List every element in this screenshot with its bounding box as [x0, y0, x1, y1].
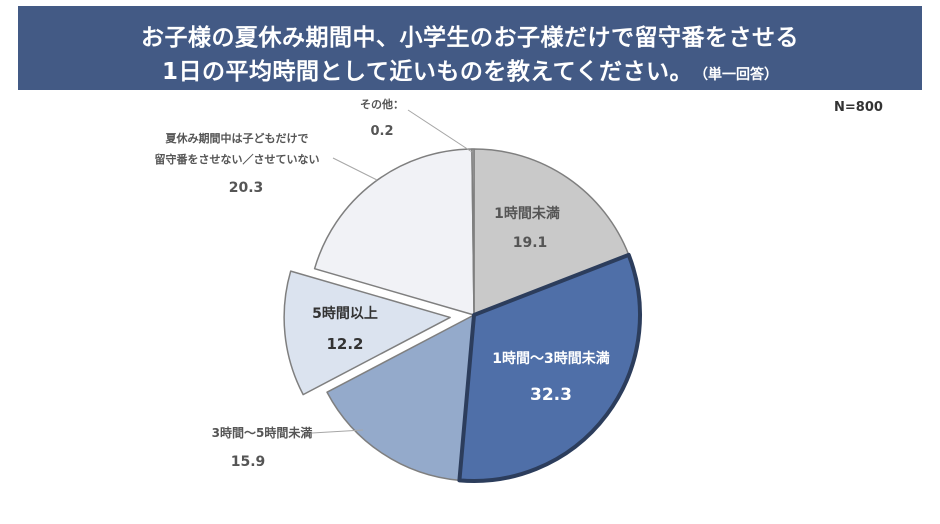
slice-value-1: 32.3 — [530, 385, 572, 405]
slice-label-3: 5時間以上 — [312, 305, 378, 322]
pie-slice-1 — [457, 252, 642, 483]
title-note: （単一回答） — [700, 67, 778, 83]
pie-slice-5 — [471, 148, 475, 316]
title-line-2: 1日の平均時間として近いものを教えてください。 （単一回答） — [18, 52, 922, 86]
leader-line-5 — [407, 109, 473, 153]
pie-slice-2 — [326, 314, 475, 482]
slice-label-2: 3時間〜5時間未満 — [212, 425, 313, 440]
slice-label-4-line-0: 夏休み期間中は子どもだけで — [166, 131, 309, 145]
slice-label-5: その他： — [360, 97, 404, 111]
slice-value-3: 12.2 — [326, 335, 363, 353]
leader-line-2 — [311, 429, 364, 434]
title-line-2-text: 1日の平均時間として近いものを教えてください。 — [162, 59, 693, 85]
leader-line-4 — [332, 157, 378, 181]
pie-slice-0 — [473, 148, 630, 316]
slice-label-1: 1時間〜3時間未満 — [492, 350, 609, 367]
slice-label-0: 1時間未満 — [494, 205, 560, 222]
slice-value-0: 19.1 — [513, 235, 548, 251]
title-line-1: お子様の夏休み期間中、小学生のお子様だけで留守番をさせる — [141, 25, 799, 51]
pie-slice-4 — [313, 148, 475, 316]
slice-value-2: 15.9 — [231, 454, 266, 470]
slice-value-5: 0.2 — [370, 124, 393, 139]
slice-value-4: 20.3 — [229, 180, 264, 196]
slice-label-4-line-1: 留守番をさせない／させていない — [155, 152, 320, 166]
title-banner: お子様の夏休み期間中、小学生のお子様だけで留守番をさせる 1日の平均時間として近… — [18, 6, 922, 90]
pie-slice-3 — [283, 270, 451, 396]
sample-size-label: N=800 — [834, 100, 883, 115]
